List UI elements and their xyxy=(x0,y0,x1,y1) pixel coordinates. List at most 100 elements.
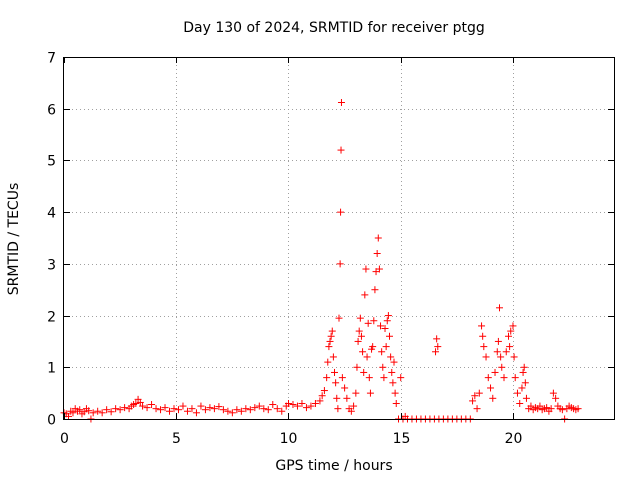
data-point xyxy=(273,405,281,413)
data-point xyxy=(574,405,582,413)
data-point xyxy=(337,99,345,107)
data-point xyxy=(224,407,232,415)
data-point xyxy=(500,374,508,382)
data-point xyxy=(76,406,84,414)
data-point xyxy=(233,406,241,414)
data-point xyxy=(374,234,382,242)
data-point xyxy=(497,353,505,361)
data-point xyxy=(558,406,566,414)
data-point xyxy=(302,404,310,412)
data-point xyxy=(352,389,360,397)
x-axis-label: GPS time / hours xyxy=(275,458,392,474)
data-point xyxy=(219,406,227,414)
data-point xyxy=(362,265,370,273)
data-point xyxy=(386,332,394,340)
data-point xyxy=(511,374,519,382)
data-point xyxy=(489,394,497,402)
data-point xyxy=(360,368,368,376)
data-point xyxy=(318,392,326,400)
data-point xyxy=(121,404,129,412)
data-point xyxy=(338,374,346,382)
data-point xyxy=(356,314,364,322)
data-point xyxy=(152,405,160,413)
data-point xyxy=(331,368,339,376)
data-point xyxy=(510,353,518,361)
data-point xyxy=(522,394,530,402)
data-point xyxy=(210,405,218,413)
data-point xyxy=(183,407,191,415)
data-point xyxy=(521,379,529,387)
y-tick-label: 4 xyxy=(47,206,56,222)
data-point xyxy=(94,407,102,415)
data-point xyxy=(192,409,200,417)
data-point xyxy=(361,291,369,299)
data-point xyxy=(103,406,111,414)
data-point xyxy=(371,286,379,294)
data-point xyxy=(493,348,501,356)
data-point xyxy=(188,405,196,413)
data-point xyxy=(237,407,245,415)
data-point xyxy=(347,407,355,415)
y-tick-label: 3 xyxy=(47,258,56,274)
data-point xyxy=(341,384,349,392)
x-tick-label: 20 xyxy=(505,431,523,447)
data-point xyxy=(433,335,441,343)
data-point xyxy=(112,405,120,413)
data-point xyxy=(543,404,551,412)
data-point xyxy=(269,401,277,409)
data-point xyxy=(320,387,328,395)
data-point xyxy=(255,402,263,410)
data-point xyxy=(333,394,341,402)
y-tick-label: 2 xyxy=(47,310,56,326)
x-axis: 0 5 10 15 20 xyxy=(60,57,522,447)
data-point xyxy=(479,332,487,340)
data-point xyxy=(359,348,367,356)
data-point xyxy=(391,389,399,397)
data-point xyxy=(337,208,345,216)
x-tick-label: 15 xyxy=(393,431,411,447)
data-point xyxy=(132,399,140,407)
data-point xyxy=(387,353,395,361)
data-point xyxy=(116,406,124,414)
data-point xyxy=(89,409,97,417)
data-point xyxy=(375,265,383,273)
data-point xyxy=(357,332,365,340)
plot-frame xyxy=(63,57,615,420)
data-point xyxy=(316,397,324,405)
data-point xyxy=(139,402,147,410)
data-point xyxy=(381,325,389,332)
chart-grid xyxy=(64,57,614,419)
data-point xyxy=(228,409,236,417)
data-point xyxy=(509,322,517,330)
data-point xyxy=(354,337,362,345)
data-point xyxy=(471,392,479,400)
data-point xyxy=(498,363,506,371)
data-point xyxy=(307,402,315,410)
data-point xyxy=(148,401,156,409)
data-point xyxy=(242,405,250,413)
data-point xyxy=(469,397,477,405)
data-point xyxy=(527,402,535,410)
data-point xyxy=(324,358,332,366)
data-point xyxy=(370,317,378,325)
data-point xyxy=(520,363,528,371)
data-point xyxy=(157,406,165,414)
data-point xyxy=(480,343,488,351)
x-tick-label: 10 xyxy=(280,431,298,447)
data-point xyxy=(170,405,178,413)
data-point xyxy=(377,322,385,330)
data-point xyxy=(166,407,174,415)
data-point xyxy=(516,399,524,407)
data-point xyxy=(432,348,440,356)
data-point xyxy=(143,404,151,412)
data-point xyxy=(504,332,512,340)
data-point xyxy=(107,408,115,416)
data-point xyxy=(326,337,334,345)
chart-series-srmtid xyxy=(60,99,582,423)
data-point xyxy=(293,402,301,410)
data-point xyxy=(284,399,292,407)
data-point xyxy=(85,407,93,415)
data-point xyxy=(201,406,209,414)
data-point xyxy=(64,412,72,420)
y-tick-label: 6 xyxy=(47,103,56,119)
